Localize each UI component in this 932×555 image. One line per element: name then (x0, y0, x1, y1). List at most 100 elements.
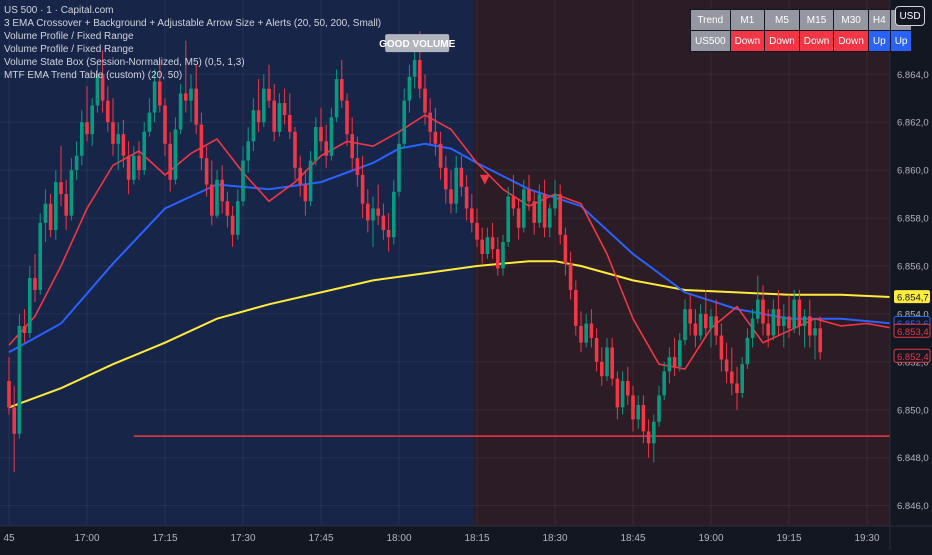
candle-body (173, 129, 178, 180)
candle-body (220, 179, 224, 202)
candle-body (605, 347, 609, 377)
ema-20-price-tag-box (893, 323, 931, 338)
indicator-label-volume-profile-1[interactable]: Volume Profile / Fixed Range (4, 31, 134, 42)
candle-body (54, 182, 58, 231)
price-axis-tick-label: 6.846,0 (897, 501, 929, 512)
chart-legend: US 500 · 1 · Capital.com 3 EMA Crossover… (4, 4, 381, 82)
candle-body (761, 299, 765, 324)
price-axis-tick-label: 6.862,0 (897, 118, 929, 129)
time-axis-tick-label: 17:00 (74, 533, 99, 544)
last-price-tag: 6.852,4 (897, 352, 929, 363)
ema-20-price-tag: 6.853,4 (897, 327, 929, 338)
time-axis-panel (0, 526, 932, 550)
candle-body (38, 222, 42, 290)
candle-body (132, 155, 136, 180)
good-volume-label: GOOD VOLUME (379, 39, 455, 50)
candle-body (506, 196, 510, 243)
candle-body (126, 155, 131, 180)
candle-body (667, 357, 672, 372)
price-axis-tick-label: 6.856,0 (897, 261, 929, 272)
candle-body (33, 277, 37, 290)
candle-body (787, 316, 791, 329)
candle-body (724, 359, 729, 372)
candle-body (672, 357, 677, 367)
candle-body (329, 117, 334, 156)
candle-body (501, 242, 505, 269)
candle-body (256, 110, 261, 123)
price-axis-tick-label: 6.850,0 (897, 405, 929, 416)
candle-body (194, 88, 198, 125)
candle-body (111, 122, 115, 144)
time-axis-tick-label: 17:15 (152, 533, 177, 544)
candle-body (464, 186, 469, 209)
candle-body (277, 103, 282, 132)
candle-body (646, 431, 651, 444)
candle-body (818, 328, 822, 353)
candle-body (532, 201, 536, 223)
candle-body (147, 112, 152, 132)
candle-body (709, 316, 713, 329)
price-axis-tick-label: 6.854,0 (897, 309, 929, 320)
indicator-label-mtf-ema-trend[interactable]: MTF EMA Trend Table (custom) (20, 50) (4, 70, 183, 81)
trend-header-cell: M1 (730, 10, 765, 30)
candle-body (636, 404, 640, 420)
candle-body (730, 371, 734, 384)
indicator-label-ema-crossover[interactable]: 3 EMA Crossover + Background + Adjustabl… (4, 18, 382, 29)
candle-body (548, 208, 552, 228)
candle-body (90, 105, 94, 135)
indicator-label-volume-state-box[interactable]: Volume State Box (Session-Normalized, M5… (4, 57, 245, 68)
candle-body (527, 189, 531, 202)
candle-body (152, 81, 157, 113)
sell-arrow-icon (479, 174, 490, 185)
candle-body (615, 378, 620, 408)
symbol-title[interactable]: US 500 · 1 · Capital.com (4, 5, 114, 16)
ema-200-line (8, 260, 894, 409)
candle-body (262, 88, 266, 123)
candle-body (204, 158, 209, 185)
candle-body (319, 127, 323, 142)
time-axis-tick-label: 45 (3, 533, 15, 544)
ema-20-line (8, 114, 894, 370)
candle-body (397, 143, 401, 192)
time-axis-tick-label: 19:30 (854, 533, 879, 544)
mtf-trend-table: Trend M1 M5 M15 M30 H4 D US500 Down Down… (690, 9, 913, 52)
time-axis-tick-label: 17:45 (308, 533, 333, 544)
candle-body (678, 340, 682, 367)
currency-button[interactable]: USD (895, 6, 925, 26)
candle-body (558, 194, 562, 235)
candle-body (808, 316, 812, 336)
ema-200-price-tag-box (894, 290, 930, 304)
candle-body (350, 134, 354, 159)
candle-body (168, 143, 172, 180)
candle-body (48, 203, 53, 231)
candle-body (298, 167, 302, 185)
candle-body (714, 316, 718, 336)
candle-body (704, 313, 708, 329)
candle-body (589, 323, 594, 338)
candle-body (568, 263, 573, 290)
candle-body (563, 234, 568, 264)
candle-body (12, 407, 16, 434)
price-axis-tick-label: 6.852,0 (897, 357, 929, 368)
candle-body (345, 100, 349, 135)
candle-body (402, 100, 406, 144)
candle-body (381, 215, 386, 231)
indicator-label-volume-profile-2[interactable]: Volume Profile / Fixed Range (4, 44, 134, 55)
trend-table-header-row: Trend M1 M5 M15 M30 H4 D (691, 10, 912, 30)
time-axis-tick-label: 18:15 (464, 533, 489, 544)
candle-body (662, 371, 666, 396)
candle-body (80, 122, 84, 156)
candle-body (282, 103, 287, 116)
candle-body (516, 208, 521, 228)
last-price-tag-box (893, 348, 931, 363)
candle-body (584, 323, 588, 343)
trend-header-cell: Trend (691, 10, 730, 30)
candle-body (683, 309, 687, 341)
candle-body (324, 141, 328, 156)
candle-body (64, 194, 68, 216)
candle-body (511, 196, 516, 209)
time-axis-tick-label: 19:15 (776, 533, 801, 544)
candle-body (449, 189, 453, 204)
